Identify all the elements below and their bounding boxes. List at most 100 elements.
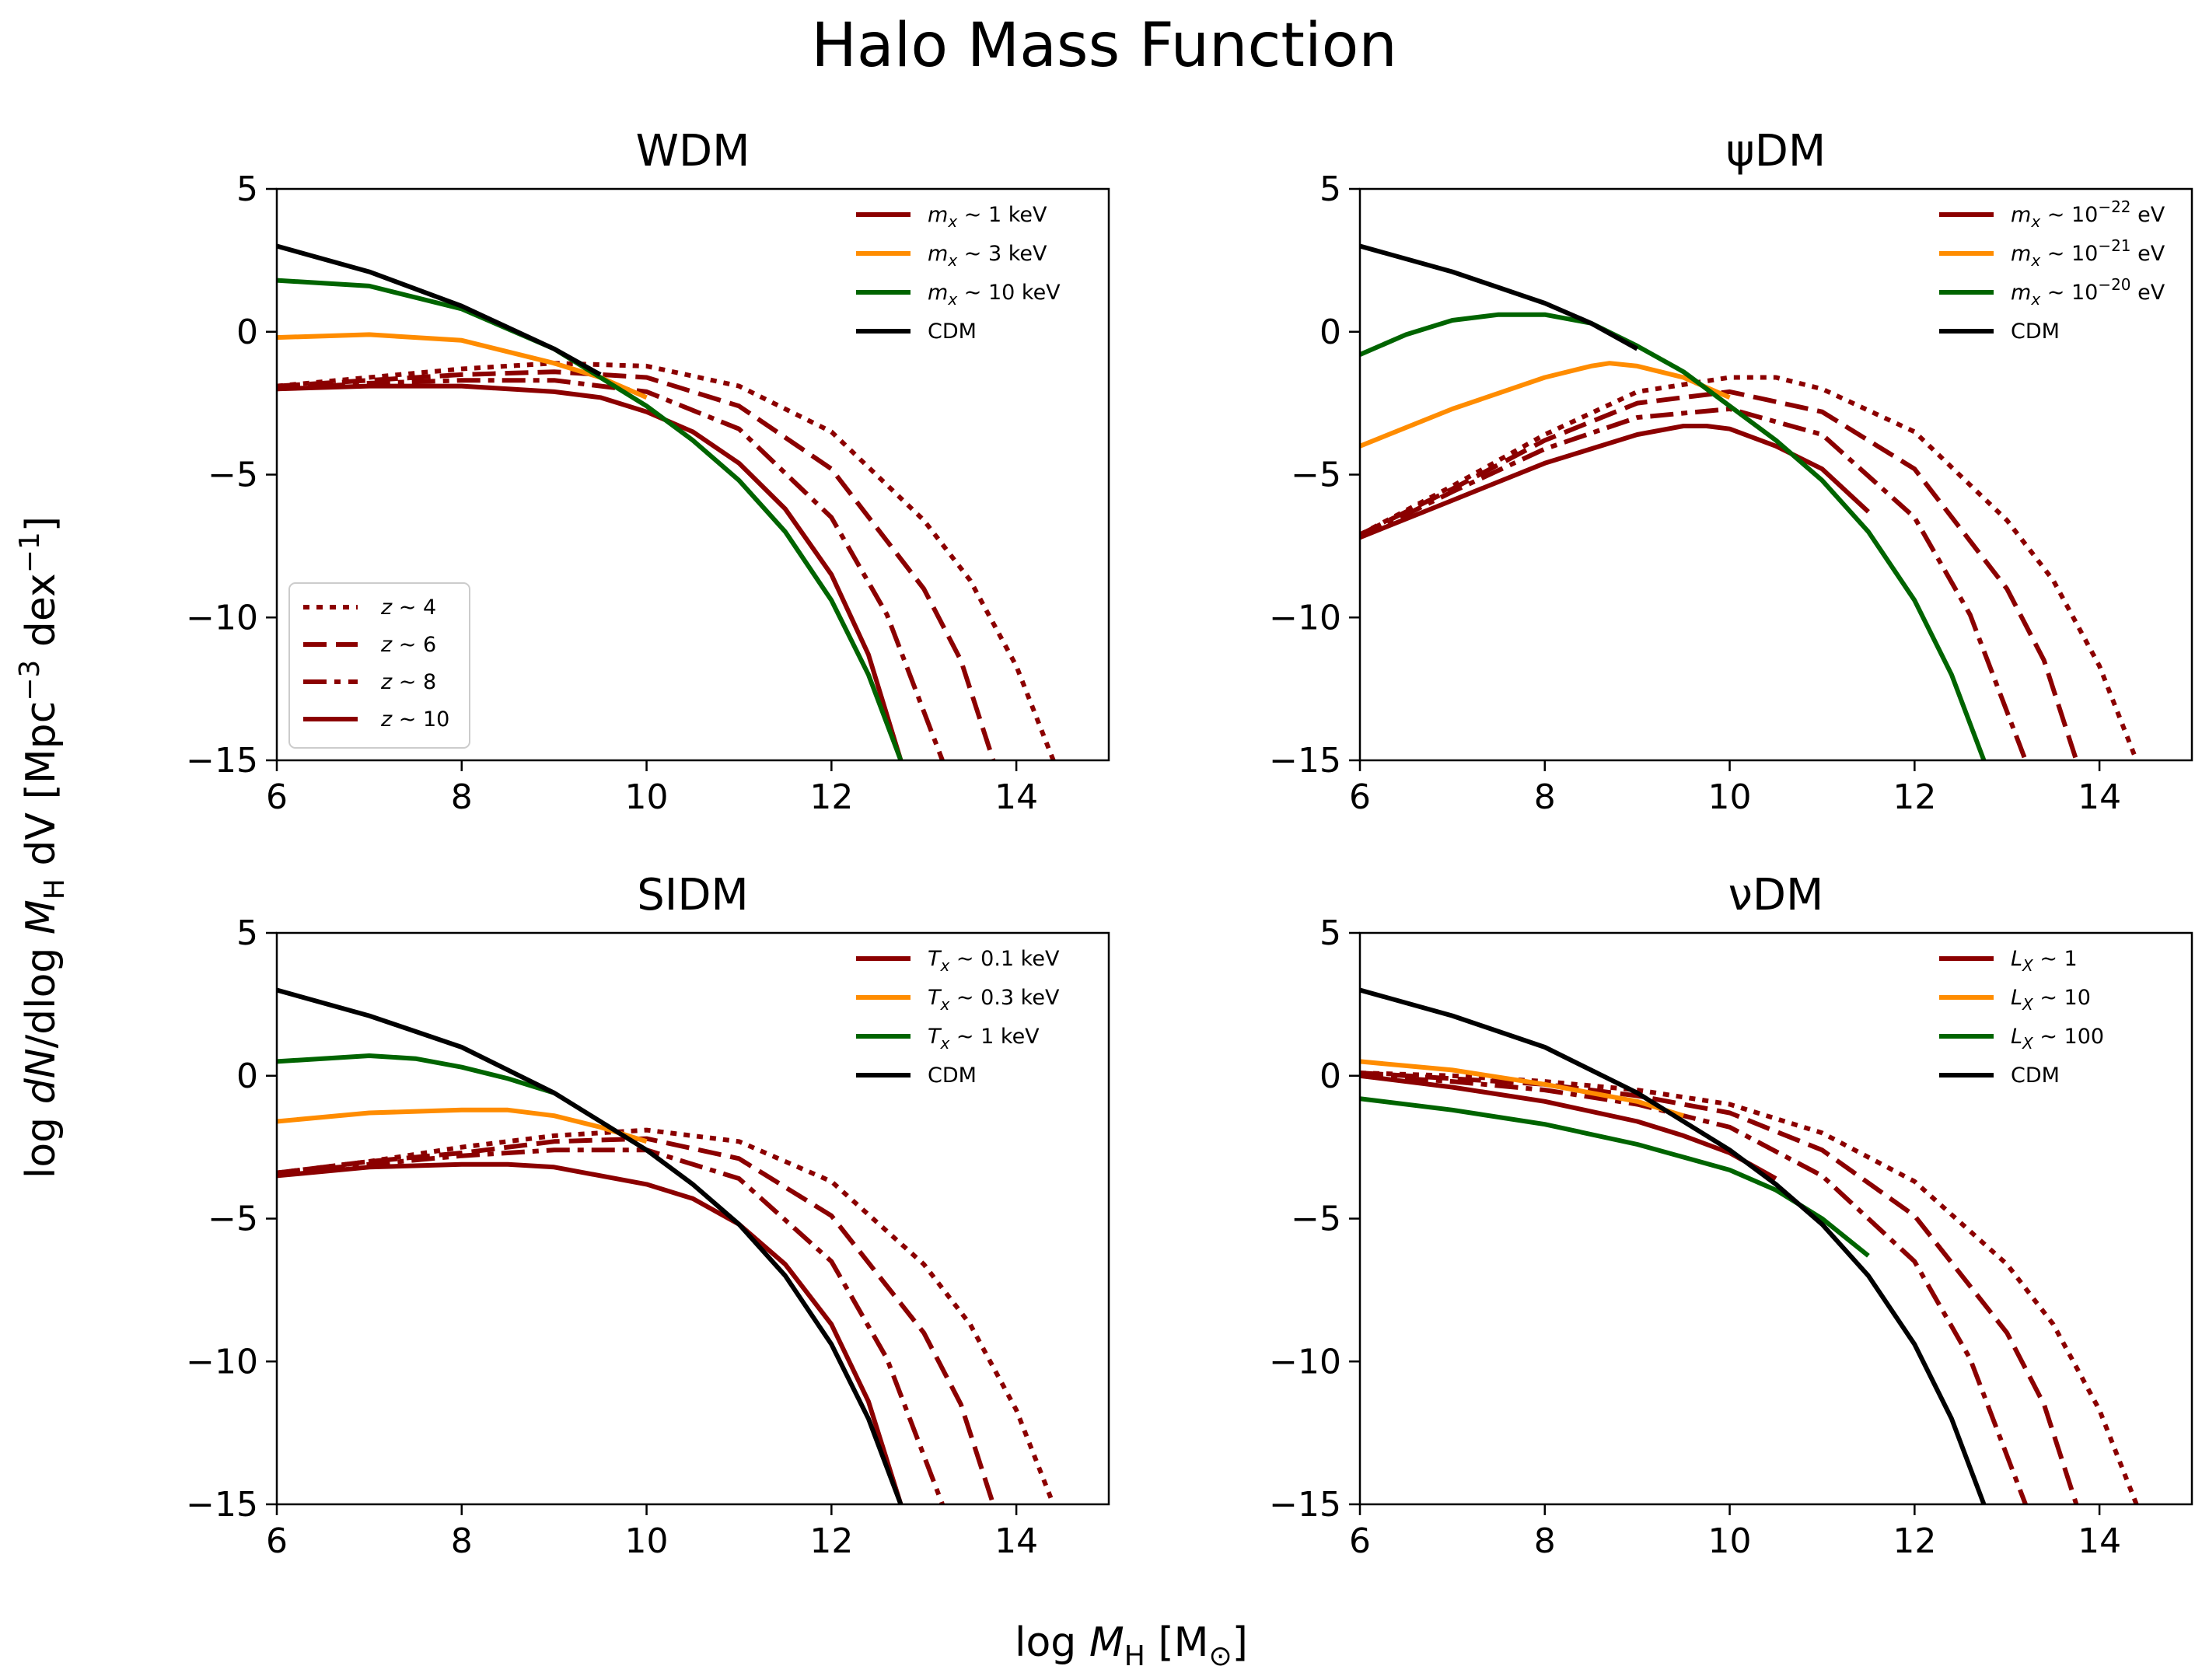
- x-tick-label: 8: [1534, 1521, 1556, 1561]
- series-line: [277, 1053, 555, 1095]
- axes-frame: [275, 931, 1110, 1506]
- series-line: [1360, 389, 2079, 760]
- redshift-legend: z ∼ 4 z ∼ 6 z ∼ 8 z ∼ 10: [288, 582, 470, 749]
- y-tick-label: 5: [236, 913, 258, 953]
- legend-label: mx ∼ 10−21 eV: [2011, 236, 2165, 270]
- x-tick-label: 12: [809, 777, 853, 817]
- series-line: [1360, 312, 1987, 760]
- x-tick-label: 12: [1893, 777, 1936, 817]
- legend-label: CDM: [928, 1064, 977, 1088]
- x-tick-label: 10: [625, 1521, 669, 1561]
- series-line: [277, 369, 996, 760]
- redshift-legend-label: z ∼ 6: [380, 633, 436, 657]
- y-tick-label: 5: [1319, 169, 1341, 209]
- x-tick-label: 6: [266, 777, 288, 817]
- series-line: [1360, 375, 2139, 760]
- y-tick-label: −5: [1291, 456, 1341, 495]
- y-tick-label: −15: [1269, 741, 1341, 781]
- y-tick-label: −5: [208, 456, 258, 495]
- y-tick-label: 0: [236, 1057, 258, 1096]
- series-line: [1360, 987, 1987, 1504]
- y-tick-label: −15: [1269, 1485, 1341, 1525]
- x-tick-label: 6: [1349, 777, 1371, 817]
- series-line: [1360, 361, 1731, 449]
- chart-panel-1: WDM 6 8 10 12 14 5 0 −5 −10 −15 mx ∼ 1 keV mx ∼ 3 ke…: [186, 126, 1110, 817]
- x-tick-label: 14: [2078, 1521, 2121, 1561]
- x-tick-label: 10: [1708, 777, 1752, 817]
- series-line: [277, 1161, 904, 1504]
- x-tick-label: 6: [266, 1521, 288, 1561]
- legend: mx ∼ 1 keV mx ∼ 3 keV mx ∼ 10 keV CDM: [856, 203, 1061, 344]
- x-tick-label: 10: [1708, 1521, 1752, 1561]
- x-tick-label: 8: [451, 777, 473, 817]
- legend-label: mx ∼ 10−20 eV: [2011, 275, 2165, 309]
- y-tick-label: 0: [1319, 313, 1341, 352]
- y-tick-label: −15: [186, 741, 258, 781]
- legend-label: mx ∼ 1 keV: [928, 203, 1047, 231]
- legend-label: Tx ∼ 0.3 keV: [928, 986, 1060, 1014]
- axes-frame: [1358, 931, 2193, 1506]
- y-tick-label: −15: [186, 1485, 258, 1525]
- series-line: [277, 1127, 1056, 1504]
- figure-title: Halo Mass Function: [811, 11, 1397, 81]
- series-line: [277, 987, 904, 1504]
- series-group: [277, 987, 1056, 1504]
- y-tick-label: −10: [186, 598, 258, 637]
- y-tick-label: 0: [236, 313, 258, 352]
- series-line: [277, 278, 904, 760]
- x-tick-label: 12: [809, 1521, 853, 1561]
- x-tick-label: 14: [994, 777, 1038, 817]
- series-line: [1360, 1073, 2028, 1504]
- series-line: [277, 243, 602, 377]
- series-line: [1360, 407, 2028, 760]
- redshift-legend-label: z ∼ 8: [380, 670, 436, 694]
- series-line: [1360, 1071, 2079, 1504]
- series-group: [277, 243, 1056, 760]
- series-line: [1360, 424, 1870, 540]
- figure-x-axis-label: log MH [M⊙]: [1015, 1619, 1248, 1672]
- series-line: [1360, 1059, 1684, 1119]
- panel-title: νDM: [1728, 870, 1824, 920]
- series-line: [1360, 243, 1639, 351]
- x-tick-label: 8: [451, 1521, 473, 1561]
- y-tick-label: −5: [1291, 1200, 1341, 1239]
- legend-label: LX ∼ 100: [2011, 1025, 2104, 1053]
- redshift-legend-box: [288, 582, 470, 749]
- figure-y-axis-label: log dN/dlog MH dV [Mpc−3 dex−1]: [14, 516, 71, 1179]
- series-line: [1360, 1096, 1870, 1258]
- panel-title: ψDM: [1726, 126, 1826, 176]
- x-tick-label: 8: [1534, 777, 1556, 817]
- series-line: [277, 361, 1056, 760]
- series-line: [277, 1136, 996, 1504]
- x-tick-label: 12: [1893, 1521, 1936, 1561]
- legend: Tx ∼ 0.1 keV Tx ∼ 0.3 keV Tx ∼ 1 keV CDM: [856, 947, 1060, 1088]
- series-line: [277, 1107, 648, 1144]
- legend-label: CDM: [2011, 320, 2060, 344]
- y-tick-label: −10: [186, 1342, 258, 1381]
- legend: LX ∼ 1 LX ∼ 10 LX ∼ 100 CDM: [1939, 947, 2104, 1088]
- legend: mx ∼ 10−22 eV mx ∼ 10−21 eV mx ∼ 10−20 eV C…: [1939, 197, 2165, 344]
- legend-label: LX ∼ 1: [2011, 947, 2078, 975]
- panel-title: SIDM: [637, 870, 749, 920]
- x-tick-label: 14: [2078, 777, 2121, 817]
- x-tick-label: 10: [625, 777, 669, 817]
- series-group: [1360, 987, 2139, 1504]
- legend-label: Tx ∼ 1 keV: [928, 1025, 1040, 1053]
- legend-label: LX ∼ 10: [2011, 986, 2091, 1014]
- series-line: [1360, 1071, 2139, 1504]
- redshift-legend-label: z ∼ 10: [380, 707, 449, 732]
- x-tick-label: 6: [1349, 1521, 1371, 1561]
- y-tick-label: 5: [236, 169, 258, 209]
- legend-label: CDM: [928, 320, 977, 344]
- legend-label: mx ∼ 10 keV: [928, 281, 1061, 309]
- legend-label: mx ∼ 10−22 eV: [2011, 197, 2165, 231]
- y-tick-label: −10: [1269, 1342, 1341, 1381]
- panel-title: WDM: [636, 126, 750, 176]
- legend-label: CDM: [2011, 1064, 2060, 1088]
- legend-label: Tx ∼ 0.1 keV: [928, 947, 1060, 975]
- series-line: [277, 1147, 945, 1504]
- series-group: [1360, 243, 2139, 760]
